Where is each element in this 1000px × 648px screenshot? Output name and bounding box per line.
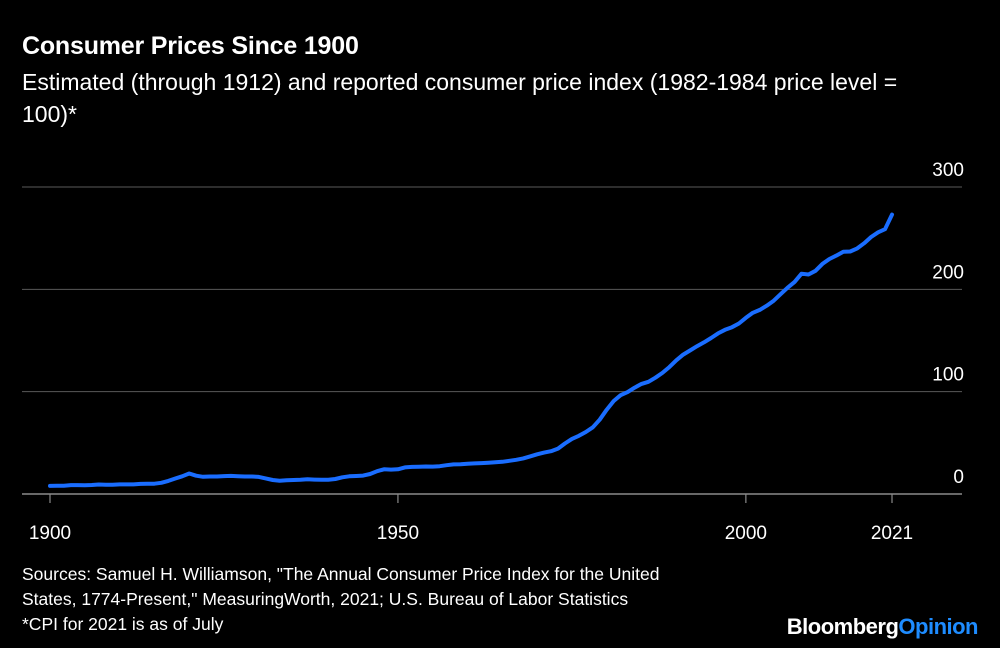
cpi-line-chart: 0 100 200 300 1900 1950 2000 2021 <box>22 160 964 544</box>
x-tick-label-1900: 1900 <box>29 523 71 544</box>
bloomberg-opinion-logo: BloombergOpinion <box>786 614 979 640</box>
sources-line-1: Sources: Samuel H. Williamson, "The Annu… <box>22 564 660 584</box>
y-tick-label-0: 0 <box>953 467 964 488</box>
sources-line-2: States, 1774-Present," MeasuringWorth, 2… <box>22 589 629 609</box>
brand-part-2: Opinion <box>898 614 978 639</box>
series-layer <box>48 212 894 488</box>
y-tick-label-200: 200 <box>932 262 964 283</box>
chart-subtitle: Estimated (through 1912) and reported co… <box>22 69 898 127</box>
tick-labels: 0 100 200 300 1900 1950 2000 2021 <box>29 160 964 544</box>
x-tick-label-1950: 1950 <box>377 523 419 544</box>
chart-title: Consumer Prices Since 1900 <box>22 32 359 60</box>
chart-footer: Sources: Samuel H. Williamson, "The Annu… <box>22 562 822 637</box>
x-tick-label-2000: 2000 <box>725 523 767 544</box>
x-tick-label-2021: 2021 <box>871 523 913 544</box>
y-tick-label-100: 100 <box>932 365 964 386</box>
gridlines <box>22 186 962 495</box>
y-tick-label-300: 300 <box>932 160 964 181</box>
brand-part-1: Bloomberg <box>786 614 899 639</box>
axis-ticks <box>49 494 893 503</box>
cpi-series-line <box>48 212 894 488</box>
footnote: *CPI for 2021 is as of July <box>22 614 224 634</box>
